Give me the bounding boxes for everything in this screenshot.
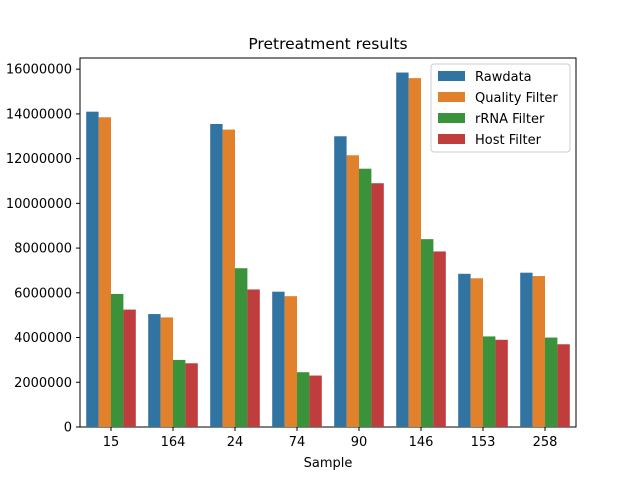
chart-title: Pretreatment results — [248, 35, 407, 53]
bar — [408, 78, 421, 428]
bar — [98, 117, 111, 427]
bar — [421, 239, 434, 427]
legend-swatch — [438, 134, 465, 144]
bar — [371, 183, 384, 427]
bar — [272, 291, 285, 427]
bar — [123, 309, 136, 427]
bar — [532, 276, 545, 427]
bar — [334, 136, 347, 428]
bar — [458, 273, 471, 427]
bar — [173, 359, 186, 427]
legend-label: Rawdata — [475, 70, 532, 85]
legend-label: Host Filter — [475, 133, 542, 148]
x-tick-label: 258 — [533, 435, 558, 450]
plot-area — [79, 57, 577, 428]
bar — [470, 278, 483, 427]
bar — [545, 337, 558, 427]
series-host-filter — [123, 183, 570, 427]
y-axis: 0 2000000 4000000 6000000 8000000 10000000 120… — [6, 63, 80, 436]
legend-frame — [430, 63, 571, 153]
bar — [346, 155, 359, 428]
y-tick-label: 16000000 — [6, 63, 72, 78]
bar — [86, 111, 99, 427]
y-tick-label: 8000000 — [14, 242, 72, 257]
legend-label: Quality Filter — [475, 91, 558, 106]
bar — [284, 296, 297, 427]
x-tick-label: 146 — [409, 435, 434, 450]
y-tick-label: 14000000 — [6, 107, 72, 122]
plot-frame — [79, 57, 577, 428]
x-tick-label: 24 — [227, 435, 244, 450]
series-rawdata — [86, 72, 533, 428]
x-axis: 15 164 24 74 90 146 153 258 — [103, 427, 558, 450]
series-rrna-filter — [111, 168, 558, 427]
x-tick-label: 74 — [289, 435, 306, 450]
bar — [235, 268, 248, 427]
bar — [210, 123, 223, 428]
bars — [86, 72, 570, 428]
y-tick-label: 4000000 — [14, 331, 72, 346]
bar — [557, 344, 570, 427]
bar — [483, 336, 496, 427]
bar — [520, 272, 533, 427]
y-tick-label: 12000000 — [6, 152, 72, 167]
legend-swatch — [438, 113, 465, 123]
bar — [433, 251, 446, 427]
y-tick-label: 6000000 — [14, 286, 72, 301]
bar — [222, 129, 235, 427]
bar — [297, 372, 310, 427]
x-tick-label: 164 — [161, 435, 186, 450]
x-tick-label: 153 — [471, 435, 496, 450]
legend-label: rRNA Filter — [475, 112, 545, 127]
bar — [148, 314, 161, 427]
series-quality-filter — [98, 78, 545, 428]
legend: Rawdata Quality Filter rRNA Filter Host Fil… — [430, 63, 571, 153]
bar — [359, 168, 372, 427]
x-axis-label: Sample — [304, 456, 353, 471]
legend-swatch — [438, 92, 465, 102]
y-tick-label: 0 — [64, 421, 72, 436]
bar — [185, 363, 198, 427]
bar — [247, 289, 260, 427]
bar — [396, 72, 409, 427]
legend-swatch — [438, 71, 465, 81]
bar — [160, 317, 173, 427]
y-tick-label: 10000000 — [6, 197, 72, 212]
x-tick-label: 15 — [103, 435, 120, 450]
bar — [495, 339, 508, 427]
x-tick-label: 90 — [351, 435, 368, 450]
y-tick-label: 2000000 — [14, 376, 72, 391]
bar — [111, 293, 124, 427]
bar — [309, 375, 322, 427]
